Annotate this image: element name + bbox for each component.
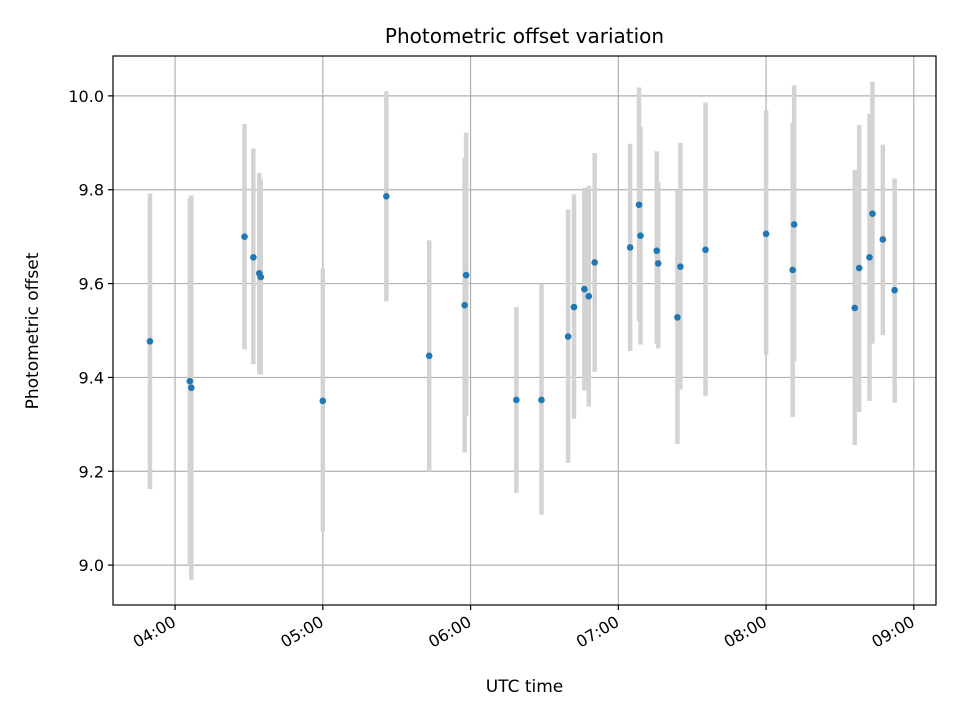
data-point [146,337,154,345]
data-point [570,303,578,311]
data-point [677,263,684,270]
data-point [241,233,248,240]
y-tick-label: 9.6 [79,275,104,294]
data-point [851,304,859,312]
data-point [702,246,709,254]
data-point [585,292,593,300]
data-point [866,253,873,261]
data-point [635,201,643,209]
y-axis-ticks: 9.0 9.2 9.4 9.6 9.8 10.0 [68,87,113,575]
data-point [626,244,634,251]
y-tick-label: 9.0 [79,556,104,575]
y-tick-label: 9.2 [79,462,104,481]
data-point [789,266,796,274]
data-point [319,397,327,405]
data-point [513,396,520,404]
data-point [869,210,876,217]
data-point [461,301,468,309]
data-point [425,352,433,360]
data-point [855,264,863,272]
data-point [891,286,898,294]
data-point [790,221,798,228]
data-point [581,285,588,293]
data-point [188,384,195,392]
data-point [564,333,572,340]
data-point [653,247,661,255]
data-points [146,193,898,405]
y-axis-label: Photometric offset [23,252,43,409]
y-tick-label: 9.8 [79,181,104,200]
data-point [762,230,770,238]
data-point [591,259,598,266]
y-tick-label: 9.4 [79,368,104,387]
x-axis-label: UTC time [486,677,564,697]
data-point [383,193,390,200]
data-point [462,271,470,279]
chart-title: Photometric offset variation [385,24,664,48]
plot-frame [112,55,937,606]
data-point [637,232,644,240]
y-tick-label: 10.0 [68,87,104,106]
data-point [257,273,265,281]
data-point [250,253,257,261]
data-point [186,377,194,385]
data-point [538,396,545,404]
data-point [674,314,681,321]
data-point [654,260,662,267]
data-point [879,236,887,243]
